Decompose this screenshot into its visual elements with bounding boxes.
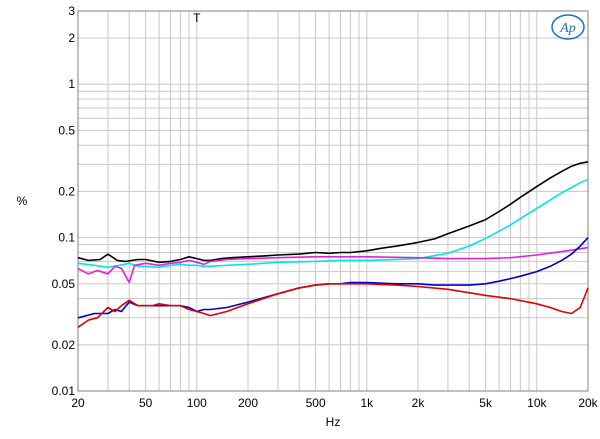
plot-frame — [77, 10, 589, 392]
y-tick-label: 0.5 — [58, 123, 75, 137]
x-tick-labels: 20 50 100 200 500 1k 2k 5k 10k 20k — [71, 396, 598, 410]
x-tick-label: 5k — [479, 396, 493, 410]
grid — [78, 11, 588, 391]
series-line-3 — [77, 246, 589, 284]
series-line-2 — [77, 178, 589, 269]
y-tick-label: 1 — [68, 77, 75, 91]
y-tick-label: 0.1 — [58, 231, 75, 245]
y-tick-label: 0.2 — [58, 184, 75, 198]
x-tick-label: 100 — [187, 396, 207, 410]
ap-logo-text: Ap — [559, 21, 576, 36]
x-tick-label: 20 — [71, 396, 85, 410]
y-tick-label: 0.01 — [52, 384, 76, 398]
x-axis-label: Hz — [326, 415, 341, 429]
y-tick-label: 0.05 — [52, 277, 76, 291]
annotation-marker: T — [193, 11, 201, 25]
x-tick-label: 2k — [412, 396, 426, 410]
ap-logo-icon: Ap — [551, 14, 585, 40]
y-axis-label: % — [17, 194, 28, 208]
x-tick-label: 200 — [238, 396, 258, 410]
x-tick-label: 1k — [360, 396, 374, 410]
y-tick-label: 0.02 — [52, 338, 76, 352]
y-tick-label: 3 — [68, 4, 75, 18]
y-tick-label: 2 — [68, 31, 75, 45]
x-tick-label: 500 — [306, 396, 326, 410]
y-tick-labels: 3 2 1 0.5 0.2 0.1 0.05 0.02 0.01 — [52, 4, 76, 398]
series-line-5 — [77, 282, 589, 328]
x-tick-label: 10k — [527, 396, 547, 410]
series-line-1 — [77, 161, 589, 264]
x-tick-label: 50 — [139, 396, 153, 410]
series-group — [77, 161, 589, 328]
x-tick-label: 20k — [578, 396, 598, 410]
